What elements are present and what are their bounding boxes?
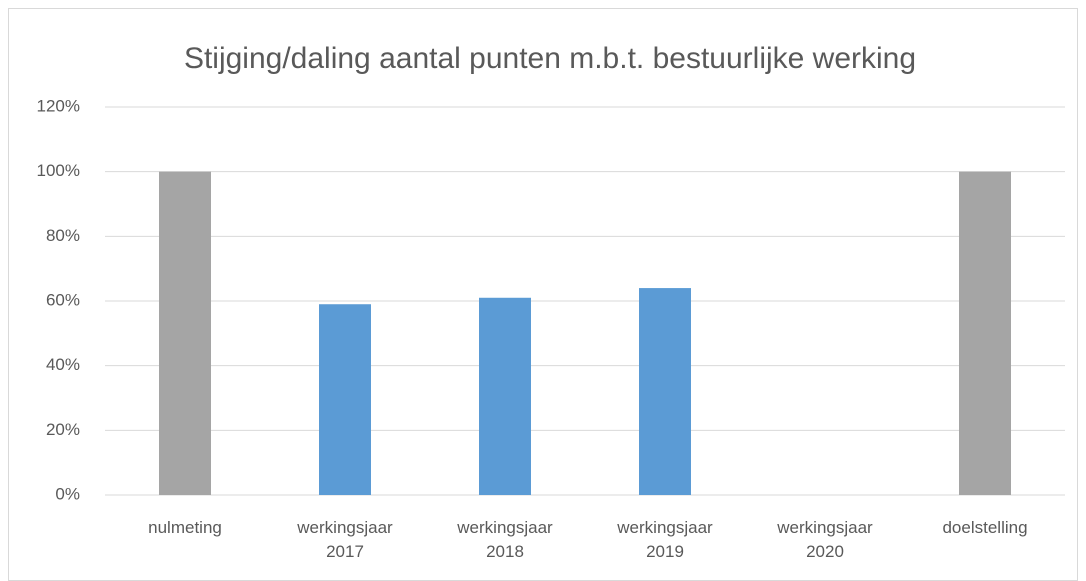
- y-tick-label: 0%: [55, 484, 80, 503]
- x-tick-label: werkingsjaar 2020: [777, 518, 873, 561]
- x-tick-label: werkingsjaar 2019: [617, 518, 713, 561]
- x-tick-label: werkingsjaar 2018: [457, 518, 553, 561]
- y-tick-label: 20%: [46, 420, 80, 439]
- y-tick-label: 60%: [46, 290, 80, 309]
- x-tick-label: nulmeting: [148, 518, 222, 537]
- bar: [319, 304, 371, 495]
- bar: [479, 297, 531, 495]
- x-tick-label: werkingsjaar 2017: [297, 518, 393, 561]
- bar: [959, 171, 1011, 495]
- bar: [159, 171, 211, 495]
- y-tick-label: 120%: [37, 96, 80, 115]
- x-tick-label: doelstelling: [942, 518, 1028, 537]
- y-tick-label: 80%: [46, 226, 80, 245]
- chart-title: Stijging/daling aantal punten m.b.t. bes…: [184, 42, 916, 75]
- bar: [639, 288, 691, 495]
- y-tick-label: 40%: [46, 355, 80, 374]
- y-tick-label: 100%: [37, 161, 80, 180]
